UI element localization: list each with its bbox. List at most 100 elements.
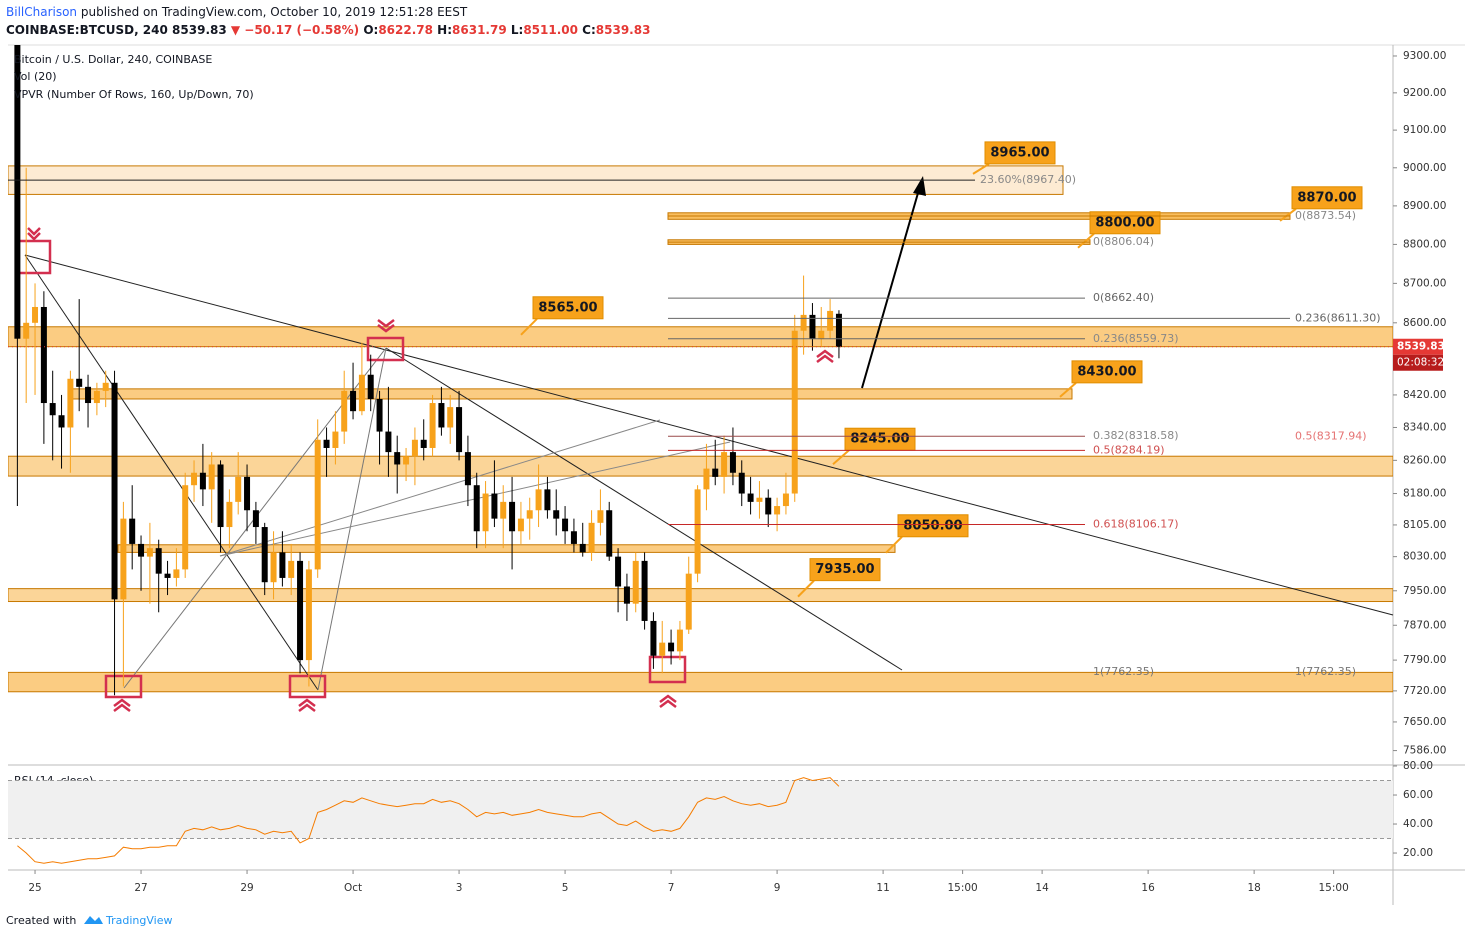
candle-body (429, 403, 436, 448)
legend-item: Bitcoin / U.S. Dollar, 240, COINBASE (14, 53, 212, 66)
marker-box (288, 674, 327, 699)
candle-body (40, 306, 47, 404)
level-label: 8870.00 (1297, 190, 1356, 205)
y-tick-label: 9000.00 (1403, 162, 1446, 174)
candle-body (297, 560, 304, 661)
zone (8, 326, 1393, 348)
candle-body (67, 378, 74, 428)
chevron (377, 324, 395, 333)
x-tick-label: 27 (134, 882, 147, 894)
candle-body (712, 468, 719, 477)
chevron (377, 319, 395, 328)
fib-label: 0.236(8611.30) (1295, 311, 1381, 324)
x-tick-label: 3 (456, 882, 463, 894)
fib-label: 0.5(8317.94) (1295, 430, 1367, 443)
candle-body (323, 439, 330, 448)
candle-body (473, 485, 480, 532)
candle-body (411, 439, 418, 457)
zone (8, 455, 1393, 477)
level-box (1071, 360, 1143, 384)
y-tick-label: 8180.00 (1403, 488, 1446, 500)
x-tick-label: 5 (562, 882, 569, 894)
label-pointer (520, 318, 538, 336)
y-tick-label: 8900.00 (1403, 200, 1446, 212)
candle-body (182, 485, 189, 570)
arrowhead (913, 176, 926, 196)
footer-brand[interactable]: TradingView (105, 914, 172, 927)
candle-body (288, 560, 295, 578)
candle-body (76, 378, 83, 387)
y-tick-label: 8340.00 (1403, 421, 1446, 433)
candle-body (526, 510, 533, 519)
candle-body (226, 501, 233, 528)
label-pointer (797, 579, 815, 598)
chevron (27, 227, 41, 236)
candle-body (420, 439, 427, 448)
candle-body (791, 330, 798, 494)
y-tick-label: 9100.00 (1403, 124, 1446, 136)
candle-body (500, 501, 507, 519)
o-key: O: (363, 23, 378, 37)
candle-body (138, 543, 145, 557)
labels: 8965.00 8870.00 8800.00 8565.00 8430.00 8245.… (8, 141, 1381, 678)
header-line: BillCharison published on TradingView.co… (6, 5, 468, 19)
candle-body (305, 569, 312, 661)
countdown-label: 02:08:32 (1397, 357, 1444, 369)
fib-label: 0(8873.54) (1295, 209, 1356, 222)
candle-body (394, 452, 401, 465)
label-pointer (972, 163, 990, 175)
candle-body (217, 464, 224, 528)
trendline (385, 347, 903, 671)
label-pointer (1059, 382, 1077, 398)
candle-body (120, 518, 127, 600)
candle-body (129, 518, 136, 544)
candle-body (623, 586, 630, 604)
marker-box (648, 655, 687, 684)
x-tick-label: 16 (1141, 882, 1155, 894)
candle-body (49, 403, 56, 416)
candle-body (694, 489, 701, 574)
candle-body (235, 476, 242, 502)
fib-label: 1(7762.35) (1295, 665, 1356, 678)
candles (14, 45, 842, 696)
candle-body (438, 403, 445, 428)
zone (69, 388, 1073, 400)
arrow (861, 185, 921, 389)
candle-body (155, 548, 162, 574)
last: 8539.83 (172, 23, 227, 37)
fib-line (317, 347, 387, 691)
zone (8, 588, 1393, 603)
y-tick-label: 7586.00 (1403, 745, 1446, 757)
candle-body (729, 452, 736, 473)
candle-body (676, 629, 683, 652)
candle-body (191, 472, 198, 486)
candle-body (491, 493, 498, 519)
y-tick-label: 8600.00 (1403, 317, 1446, 329)
candle-body (447, 407, 454, 428)
last-price-label: 8539.83 (1397, 341, 1445, 353)
x-tick-label: 9 (774, 882, 781, 894)
level-box (809, 558, 881, 582)
fib-label: 0(8806.04) (1093, 235, 1154, 248)
y-tick-label: 8030.00 (1403, 551, 1446, 563)
footer-created: Created with (6, 914, 76, 927)
rsi-tick-label: 40.00 (1403, 818, 1433, 830)
candle-body (562, 518, 569, 532)
symbol: COINBASE:BTCUSD, 240 (6, 23, 168, 37)
candle-body (367, 374, 374, 399)
candle-body (376, 398, 383, 432)
x-tick-label: Oct (344, 882, 362, 894)
candle-body (270, 552, 277, 583)
candle-body (650, 620, 657, 656)
candle-body (261, 527, 268, 583)
chevron (816, 349, 834, 358)
fib-label: 0.382(8318.58) (1093, 429, 1179, 442)
level-label: 7935.00 (815, 562, 874, 577)
x-tick-label: 15:00 (1319, 882, 1349, 894)
author[interactable]: BillCharison (6, 5, 77, 19)
candle-body (482, 493, 489, 532)
candle-body (809, 314, 816, 339)
y-tick-label: 9300.00 (1403, 50, 1446, 62)
chevron (27, 232, 41, 241)
candle-body (641, 560, 648, 621)
